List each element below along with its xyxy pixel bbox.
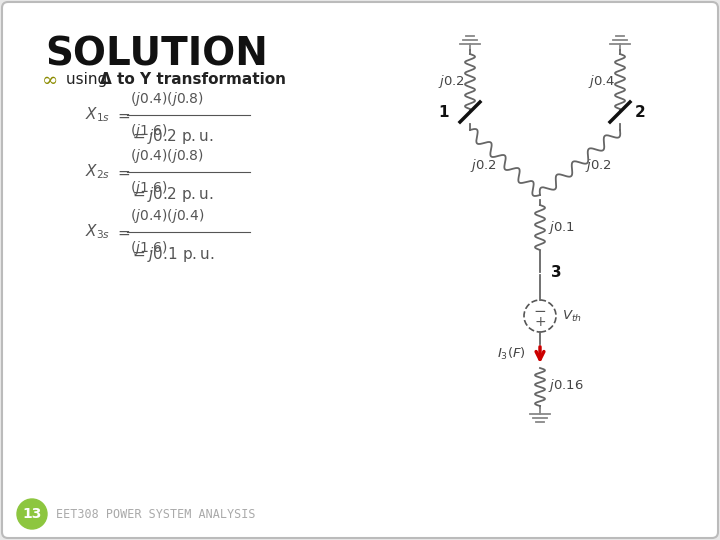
Text: $X_{1s}$: $X_{1s}$ [85, 106, 110, 124]
Text: $\mathbf{1}$: $\mathbf{1}$ [438, 104, 450, 120]
Text: $V_{th}$: $V_{th}$ [562, 308, 582, 323]
Text: $=$: $=$ [115, 225, 131, 240]
Text: $=$: $=$ [115, 165, 131, 179]
Text: $j0.4$: $j0.4$ [588, 73, 616, 91]
Text: $(j1.6)$: $(j1.6)$ [130, 122, 168, 140]
Text: 13: 13 [22, 507, 42, 521]
Text: $(j1.6)$: $(j1.6)$ [130, 239, 168, 257]
Text: $j0.2$: $j0.2$ [585, 157, 611, 173]
Text: Δ to Y transformation: Δ to Y transformation [100, 72, 286, 87]
Text: $\mathbf{2}$: $\mathbf{2}$ [634, 104, 645, 120]
Text: $-$: $-$ [534, 301, 546, 316]
Text: $= j0.1\ \mathrm{p.u.}$: $= j0.1\ \mathrm{p.u.}$ [130, 245, 215, 264]
Text: $j0.16$: $j0.16$ [548, 377, 584, 395]
Text: $j0.1$: $j0.1$ [548, 219, 575, 237]
Text: $+$: $+$ [534, 315, 546, 329]
Text: $=$: $=$ [115, 107, 131, 123]
Text: $= j0.2\ \mathrm{p.u.}$: $= j0.2\ \mathrm{p.u.}$ [130, 127, 214, 146]
Text: $I_3(F)$: $I_3(F)$ [497, 346, 526, 362]
Text: $(j0.4)(j0.8)$: $(j0.4)(j0.8)$ [130, 90, 204, 108]
Text: $(j0.4)(j0.4)$: $(j0.4)(j0.4)$ [130, 207, 204, 225]
Text: using: using [66, 72, 112, 87]
Text: $(j0.4)(j0.8)$: $(j0.4)(j0.8)$ [130, 147, 204, 165]
Text: $(j1.6)$: $(j1.6)$ [130, 179, 168, 197]
Text: $= j0.2\ \mathrm{p.u.}$: $= j0.2\ \mathrm{p.u.}$ [130, 185, 214, 204]
Text: EET308 POWER SYSTEM ANALYSIS: EET308 POWER SYSTEM ANALYSIS [56, 508, 256, 521]
Text: ∞: ∞ [42, 72, 58, 90]
Text: $j0.2$: $j0.2$ [470, 157, 496, 173]
Text: $X_{3s}$: $X_{3s}$ [85, 222, 110, 241]
Text: $\mathbf{3}$: $\mathbf{3}$ [550, 264, 562, 280]
Text: $X_{2s}$: $X_{2s}$ [85, 163, 110, 181]
Circle shape [17, 499, 47, 529]
Text: $j0.2$: $j0.2$ [438, 73, 464, 91]
Text: SOLUTION: SOLUTION [45, 35, 268, 73]
